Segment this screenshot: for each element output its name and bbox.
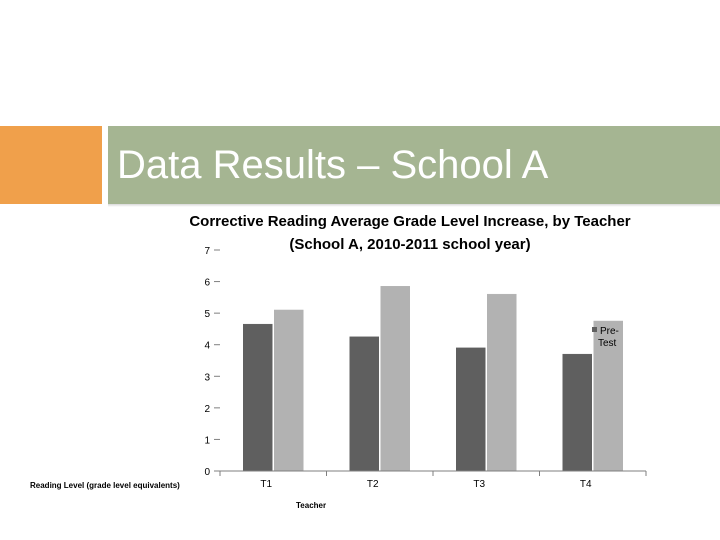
- y-axis-title: Reading Level (grade level equivalents): [30, 481, 180, 490]
- y-tick-label: 4: [204, 341, 210, 352]
- y-axis-ticks: 0 1 2 3 4 5 6 7: [204, 246, 220, 478]
- chart-title-line-1: Corrective Reading Average Grade Level I…: [189, 213, 630, 230]
- y-tick-label: 7: [204, 246, 210, 257]
- chart-title: Corrective Reading Average Grade Level I…: [189, 213, 630, 253]
- chart-title-line-2: (School A, 2010-2011 school year): [289, 236, 530, 253]
- bar-T1-series-2: [274, 309, 304, 472]
- legend-entry-line-1: Pre-: [600, 326, 619, 337]
- bar-T4-series-1: [562, 353, 592, 472]
- bar-T2-series-2: [380, 286, 410, 472]
- bar-T1-series-1: [243, 323, 273, 472]
- bar-T2-series-1: [349, 336, 379, 472]
- x-tick-label-T3: T3: [473, 479, 485, 490]
- bar-T3-series-2: [487, 293, 517, 472]
- bar-T3-series-1: [456, 347, 486, 472]
- x-tick-label-T1: T1: [260, 479, 272, 490]
- legend-entry-line-2: Test: [598, 338, 617, 349]
- bar-T4-series-2: [593, 320, 623, 472]
- x-axis-ticks: T1 T2 T3 T4: [219, 471, 647, 490]
- y-tick-label: 1: [204, 435, 210, 446]
- y-tick-label: 0: [204, 467, 210, 478]
- title-band-shadow: [108, 204, 720, 207]
- y-tick-label: 2: [204, 404, 210, 415]
- y-tick-label: 5: [204, 309, 210, 320]
- x-axis-title: Teacher: [296, 501, 326, 510]
- y-tick-label: 3: [204, 372, 210, 383]
- slide-title: Data Results – School A: [117, 143, 549, 187]
- legend: Pre- Test: [592, 326, 619, 349]
- title-accent-block: [0, 126, 102, 204]
- title-band: [108, 126, 720, 204]
- legend-swatch: [592, 327, 597, 332]
- y-tick-label: 6: [204, 278, 210, 289]
- x-tick-label-T2: T2: [367, 479, 379, 490]
- bars-group: [243, 286, 623, 472]
- x-tick-label-T4: T4: [580, 479, 592, 490]
